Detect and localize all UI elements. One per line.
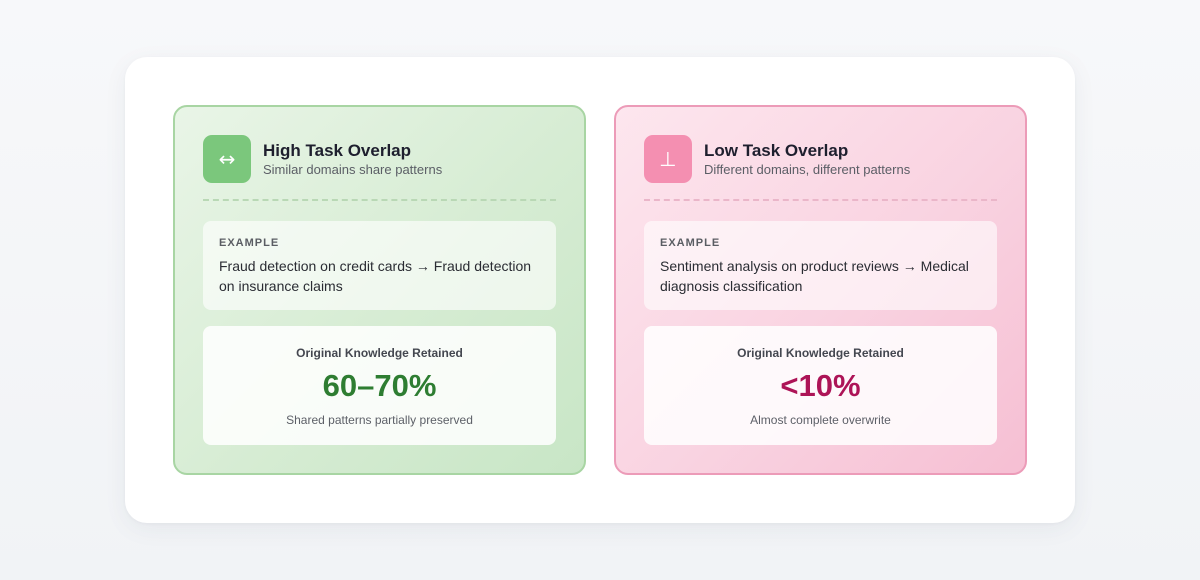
- stat-box: Original Knowledge Retained <10% Almost …: [644, 326, 997, 445]
- panel-subtitle: Similar domains share patterns: [263, 161, 443, 177]
- example-text: Sentiment analysis on product reviews → …: [660, 258, 969, 294]
- high-overlap-panel: ↔ High Task Overlap Similar domains shar…: [173, 105, 586, 475]
- comparison-card: ↔ High Task Overlap Similar domains shar…: [125, 57, 1075, 523]
- panel-heading: Low Task Overlap Different domains, diff…: [704, 141, 910, 178]
- panel-heading: High Task Overlap Similar domains share …: [263, 141, 442, 178]
- low-overlap-panel: ⊥ Low Task Overlap Different domains, di…: [614, 105, 1027, 475]
- panel-title: Low Task Overlap: [704, 140, 849, 160]
- perpendicular-icon: ⊥: [644, 135, 692, 183]
- stat-note: Almost complete overwrite: [750, 413, 891, 427]
- stat-value: <10%: [780, 368, 861, 403]
- stat-label: Original Knowledge Retained: [737, 346, 904, 360]
- stat-label: Original Knowledge Retained: [296, 346, 463, 360]
- panel-header: ⊥ Low Task Overlap Different domains, di…: [644, 135, 997, 183]
- example-box: EXAMPLE Fraud detection on credit cards …: [203, 221, 556, 310]
- panel-title: High Task Overlap: [263, 140, 412, 160]
- panel-header: ↔ High Task Overlap Similar domains shar…: [203, 135, 556, 183]
- example-box: EXAMPLE Sentiment analysis on product re…: [644, 221, 997, 310]
- example-text: Fraud detection on credit cards → Fraud …: [219, 258, 532, 294]
- example-label: EXAMPLE: [219, 237, 280, 249]
- left-right-arrow-icon: ↔: [203, 135, 251, 183]
- dashed-divider: [644, 199, 997, 201]
- example-label: EXAMPLE: [660, 237, 721, 249]
- panel-subtitle: Different domains, different patterns: [704, 161, 911, 177]
- stat-value: 60–70%: [322, 368, 437, 403]
- dashed-divider: [203, 199, 556, 201]
- stat-box: Original Knowledge Retained 60–70% Share…: [203, 326, 556, 445]
- stat-note: Shared patterns partially preserved: [286, 413, 473, 427]
